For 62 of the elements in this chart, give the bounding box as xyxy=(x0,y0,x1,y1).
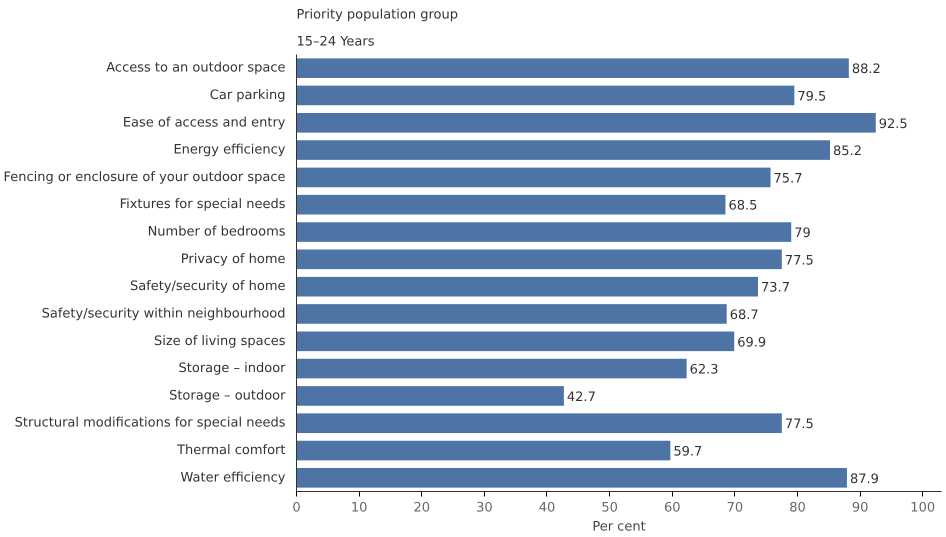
y-tick-label: Safety/security within neighbourhood xyxy=(42,306,286,322)
y-tick-label: Access to an outdoor space xyxy=(106,60,286,76)
y-tick-label: Ease of access and entry xyxy=(122,115,286,130)
data-label: 42.7 xyxy=(566,390,596,405)
x-tick-label: 90 xyxy=(852,500,868,516)
y-tick-label: Car parking xyxy=(210,88,286,103)
data-label: 87.9 xyxy=(850,472,879,487)
x-tick-label: 10 xyxy=(350,500,368,516)
bar xyxy=(296,86,794,106)
x-tick-label: 0 xyxy=(292,500,301,516)
chart-subtitle: 15–24 Years xyxy=(296,34,375,50)
data-label: 77.5 xyxy=(784,417,814,432)
y-tick-label: Structural modifications for special needs xyxy=(14,416,286,431)
data-label: 62.3 xyxy=(690,362,719,378)
data-label: 68.7 xyxy=(730,308,759,323)
y-tick-label: Fixtures for special needs xyxy=(120,197,286,212)
bar xyxy=(296,358,687,378)
data-label: 79.5 xyxy=(797,89,826,104)
x-tick-label: 30 xyxy=(476,500,493,516)
chart-title: Priority population group xyxy=(296,8,458,22)
y-tick-label: Water efficiency xyxy=(180,470,286,486)
data-label: 68.5 xyxy=(728,198,758,214)
data-label: 88.2 xyxy=(852,62,881,78)
bar xyxy=(296,304,727,324)
bar xyxy=(296,58,849,78)
data-label: 75.7 xyxy=(774,171,802,186)
bar xyxy=(296,386,564,406)
bar xyxy=(296,250,782,270)
y-tick-label: Energy efficiency xyxy=(173,142,286,158)
data-label: 92.5 xyxy=(878,116,908,132)
data-label: 79 xyxy=(794,226,811,242)
y-tick-label: Fencing or enclosure of your outdoor space xyxy=(3,170,286,185)
y-tick-label: Storage – indoor xyxy=(178,361,286,376)
bar xyxy=(296,413,782,434)
y-tick-label: Privacy of home xyxy=(180,252,286,267)
x-axis-title: Per cent xyxy=(592,520,646,534)
x-tick-label: 50 xyxy=(601,500,618,516)
bar xyxy=(296,140,830,160)
y-tick-label: Storage – outdoor xyxy=(169,388,286,404)
bar xyxy=(296,468,847,488)
x-tick-label: 70 xyxy=(726,500,744,516)
y-tick-label: Thermal comfort xyxy=(176,443,286,458)
data-label: 59.7 xyxy=(673,444,702,460)
x-tick-label: 80 xyxy=(789,500,806,516)
data-label: 77.5 xyxy=(784,253,814,268)
bar xyxy=(296,331,734,352)
data-label: 69.9 xyxy=(737,335,766,350)
x-tick-label: 100 xyxy=(910,500,936,516)
bar xyxy=(296,222,792,242)
y-tick-label: Safety/security of home xyxy=(130,279,286,294)
bar xyxy=(296,168,771,188)
x-tick-label: 40 xyxy=(538,500,556,516)
bar xyxy=(296,112,876,133)
data-label: 73.7 xyxy=(761,280,790,296)
y-tick-label: Number of bedrooms xyxy=(148,224,286,240)
bar xyxy=(296,440,670,460)
x-tick-label: 60 xyxy=(664,500,681,516)
data-label: 85.2 xyxy=(833,144,862,160)
bar xyxy=(296,194,726,215)
bar xyxy=(296,276,758,296)
x-tick-label: 20 xyxy=(413,500,430,516)
y-tick-label: Size of living spaces xyxy=(154,334,286,349)
